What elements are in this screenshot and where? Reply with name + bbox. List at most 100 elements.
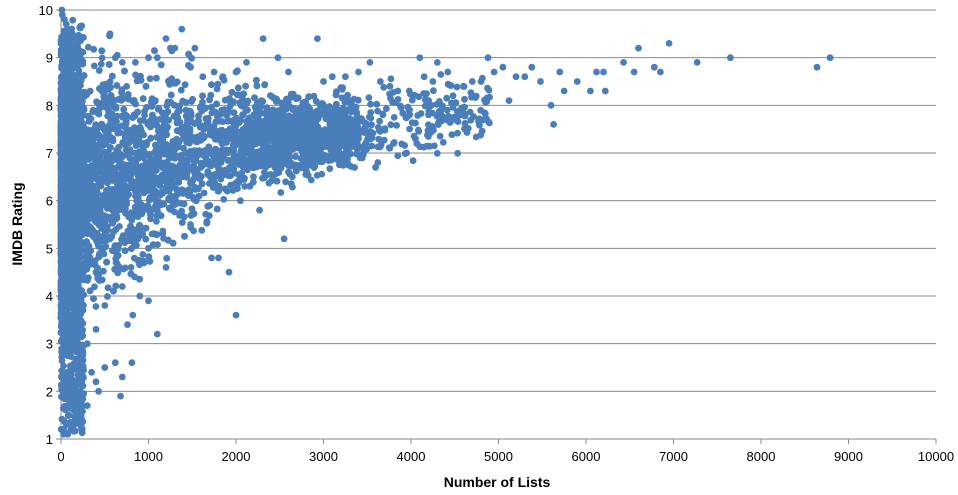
data-point — [111, 359, 119, 367]
data-point — [187, 224, 195, 232]
data-point — [210, 68, 218, 76]
data-point — [95, 387, 102, 395]
data-point — [177, 86, 185, 94]
data-point — [826, 54, 834, 62]
data-point — [484, 54, 492, 62]
data-point — [136, 292, 144, 300]
data-point — [130, 130, 137, 138]
data-point — [256, 206, 263, 214]
data-point — [314, 35, 321, 42]
data-point — [191, 172, 199, 180]
data-point — [215, 187, 223, 195]
data-point — [105, 85, 112, 93]
data-point — [153, 217, 160, 225]
data-point — [416, 54, 424, 62]
data-point — [149, 241, 157, 249]
data-point — [241, 183, 249, 190]
data-point — [220, 196, 228, 203]
data-point — [386, 82, 394, 90]
data-point — [62, 20, 70, 28]
data-point — [332, 91, 340, 99]
data-point — [665, 40, 673, 47]
data-point — [135, 209, 143, 217]
data-point — [100, 267, 107, 275]
data-point — [650, 63, 658, 71]
data-point — [178, 219, 186, 226]
data-point — [153, 330, 161, 338]
data-point — [145, 297, 152, 305]
data-point — [105, 61, 113, 68]
data-point — [198, 226, 206, 234]
data-point — [103, 200, 111, 208]
data-point — [230, 109, 238, 116]
data-point — [181, 232, 188, 240]
data-point — [118, 373, 126, 381]
data-point — [152, 74, 160, 82]
data-point — [178, 25, 186, 33]
data-point — [147, 123, 154, 131]
data-point — [83, 208, 91, 216]
data-point — [294, 94, 302, 102]
data-point — [220, 76, 228, 84]
data-point — [129, 311, 137, 319]
data-point — [102, 230, 109, 238]
data-point — [550, 121, 557, 128]
data-point — [174, 143, 182, 151]
data-point — [220, 139, 228, 146]
data-point — [126, 237, 134, 245]
data-point — [120, 106, 128, 113]
data-point — [326, 103, 333, 110]
data-point — [185, 50, 193, 58]
data-point — [69, 16, 77, 24]
data-point — [328, 73, 336, 81]
data-point — [123, 83, 130, 90]
data-point — [92, 303, 100, 310]
data-point — [208, 254, 215, 262]
data-point — [193, 136, 200, 144]
data-point — [556, 68, 564, 76]
data-point — [187, 179, 195, 187]
data-point — [162, 35, 170, 42]
data-point — [257, 109, 265, 117]
data-point — [127, 245, 135, 253]
data-point — [120, 265, 127, 273]
data-point — [214, 80, 222, 88]
data-point — [84, 43, 92, 51]
data-point — [124, 321, 131, 328]
data-point — [320, 78, 327, 85]
data-point — [246, 182, 254, 190]
data-point — [118, 283, 126, 290]
data-point — [505, 97, 513, 104]
data-point — [104, 293, 111, 300]
data-point — [199, 73, 207, 81]
data-point — [162, 264, 170, 271]
data-point — [210, 122, 218, 130]
data-point — [151, 47, 158, 54]
data-point — [85, 242, 92, 250]
data-point — [157, 61, 165, 69]
data-point — [249, 122, 256, 130]
data-point — [573, 78, 581, 85]
data-point — [221, 106, 228, 113]
data-point — [118, 59, 126, 66]
data-point — [106, 235, 114, 243]
data-point — [90, 295, 97, 302]
data-point — [560, 87, 568, 95]
data-point — [693, 59, 701, 66]
data-point — [209, 184, 217, 191]
data-point — [238, 169, 246, 177]
data-point — [600, 68, 607, 76]
data-point — [116, 163, 124, 171]
data-point — [208, 109, 216, 117]
data-point — [208, 177, 216, 185]
data-point — [106, 167, 114, 175]
data-point — [155, 105, 163, 112]
data-point — [110, 228, 118, 236]
data-point — [153, 54, 161, 62]
data-point — [98, 47, 106, 55]
data-point — [512, 73, 520, 81]
data-point — [92, 326, 100, 333]
data-point — [121, 67, 128, 75]
data-point — [429, 78, 437, 85]
